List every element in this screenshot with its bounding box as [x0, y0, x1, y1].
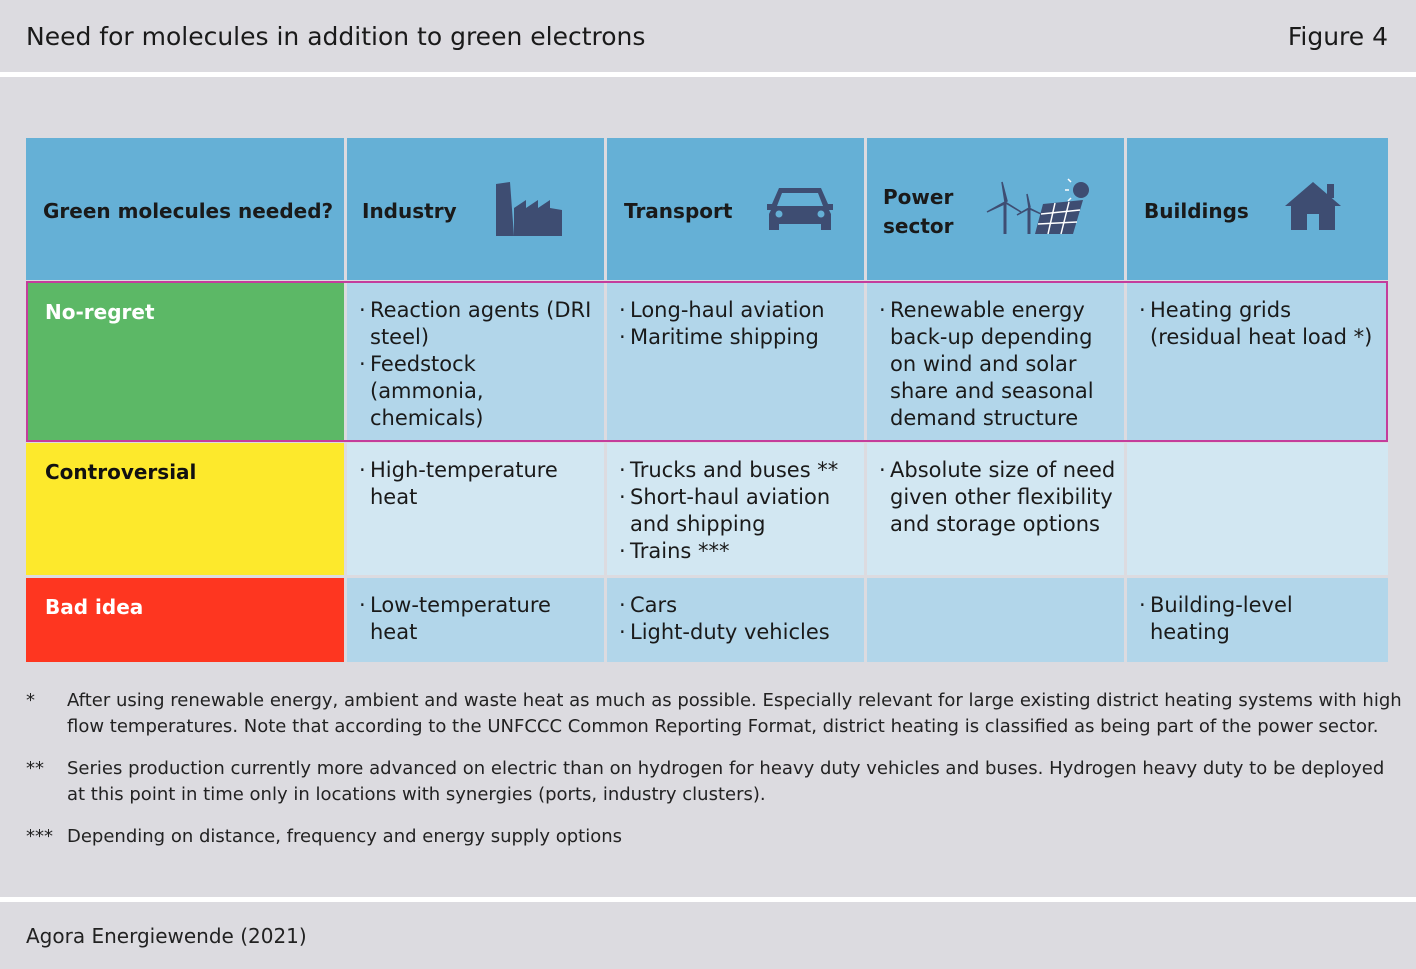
cell-no-regret-industry: Reaction agents (DRI steel) Feedstock (a… [347, 283, 604, 440]
list-item: Feedstock (ammonia, chemicals) [359, 351, 594, 432]
house-icon [1285, 182, 1341, 230]
col-header-transport: Transport [607, 138, 864, 280]
list-item: Short-haul aviation and shipping [619, 484, 859, 538]
col-header-buildings: Buildings [1127, 138, 1388, 280]
row-label-no-regret: No-regret [26, 283, 344, 440]
list-item: Trains *** [619, 538, 859, 565]
cell-bad-idea-power [867, 578, 1124, 662]
divider [0, 72, 1416, 77]
list-item: Renewable energy back-up depending on wi… [879, 297, 1115, 432]
footnote-text: Series production currently more advance… [67, 758, 1385, 805]
footnote-text: Depending on distance, frequency and ene… [67, 826, 623, 847]
list-item: Absolute size of need given other flexib… [879, 457, 1119, 538]
list-item: Low-temperature heat [359, 592, 584, 646]
figure-title: Need for molecules in addition to green … [26, 22, 646, 51]
list-item: Light-duty vehicles [619, 619, 859, 646]
cell-bad-idea-transport: Cars Light-duty vehicles [607, 578, 864, 662]
list-item: Building-level heating [1139, 592, 1339, 646]
footnote: ** Series production currently more adva… [26, 756, 1406, 808]
figure-header: Need for molecules in addition to green … [0, 0, 1416, 74]
footnote-text: After using renewable energy, ambient an… [67, 690, 1402, 737]
row-label-controversial: Controversial [26, 443, 344, 575]
row-label-text: Controversial [45, 460, 197, 484]
figure-number: Figure 4 [1287, 22, 1388, 51]
source-credit: Agora Energiewende (2021) [26, 924, 307, 948]
col-header-industry: Industry [347, 138, 604, 280]
col-label-industry: Industry [362, 199, 457, 223]
cell-controversial-power: Absolute size of need given other flexib… [867, 443, 1124, 575]
factory-icon [496, 182, 562, 236]
list-item: Trucks and buses ** [619, 457, 859, 484]
col-label-buildings: Buildings [1144, 199, 1249, 223]
wind-solar-icon [986, 178, 1089, 235]
footnote-mark: *** [26, 826, 53, 847]
cell-controversial-buildings [1127, 443, 1388, 575]
footnotes: * After using renewable energy, ambient … [26, 688, 1406, 866]
corner-header: Green molecules needed? [26, 138, 344, 280]
cell-controversial-transport: Trucks and buses ** Short-haul aviation … [607, 443, 864, 575]
cell-controversial-industry: High-temperature heat [347, 443, 604, 575]
list-item: Maritime shipping [619, 324, 859, 351]
row-label-text: No-regret [45, 300, 155, 324]
list-item: Long-haul aviation [619, 297, 859, 324]
divider [0, 897, 1416, 902]
list-item: Heating grids (residual heat load *) [1139, 297, 1383, 351]
list-item: High-temperature heat [359, 457, 584, 511]
corner-label: Green molecules needed? [43, 199, 334, 223]
col-label-transport: Transport [624, 199, 733, 223]
list-item: Cars [619, 592, 859, 619]
footnote: *** Depending on distance, frequency and… [26, 824, 1406, 850]
list-item: Reaction agents (DRI steel) [359, 297, 594, 351]
row-label-bad-idea: Bad idea [26, 578, 344, 662]
col-header-power-sector: Power sector [867, 138, 1124, 280]
cell-no-regret-transport: Long-haul aviation Maritime shipping [607, 283, 864, 440]
cell-no-regret-buildings: Heating grids (residual heat load *) [1127, 283, 1388, 440]
footnote-mark: * [26, 690, 35, 711]
footnote-mark: ** [26, 758, 44, 779]
cell-bad-idea-industry: Low-temperature heat [347, 578, 604, 662]
col-label-power-sector: Power sector [883, 185, 954, 238]
cell-no-regret-power: Renewable energy back-up depending on wi… [867, 283, 1124, 440]
car-icon [767, 188, 833, 230]
row-label-text: Bad idea [45, 595, 144, 619]
molecules-table: Green molecules needed? Industry Transpo… [26, 138, 1388, 662]
footnote: * After using renewable energy, ambient … [26, 688, 1406, 740]
cell-bad-idea-buildings: Building-level heating [1127, 578, 1388, 662]
